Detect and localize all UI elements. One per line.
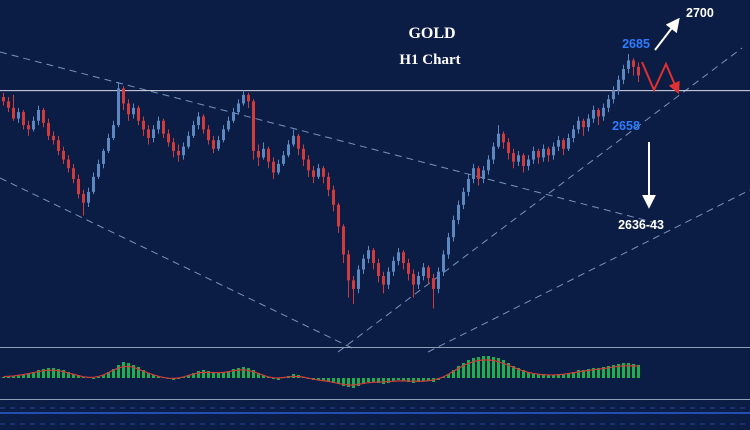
chart-title: GOLD: [408, 25, 455, 42]
projection-zigzag[interactable]: [641, 61, 680, 95]
chart-subtitle: H1 Chart: [399, 52, 460, 68]
label-resistance: 2685: [622, 37, 650, 51]
label-support: 2658: [612, 119, 640, 133]
trendlines[interactable]: [0, 47, 750, 353]
label-target-up: 2700: [686, 6, 714, 20]
label-target-down: 2636-43: [618, 218, 664, 232]
target-arrows[interactable]: [642, 17, 680, 209]
lower-indicator-panel: [0, 407, 750, 425]
candlesticks: [2, 53, 640, 309]
oscillator-histogram: [2, 356, 640, 388]
panel-separators[interactable]: [0, 347, 750, 400]
